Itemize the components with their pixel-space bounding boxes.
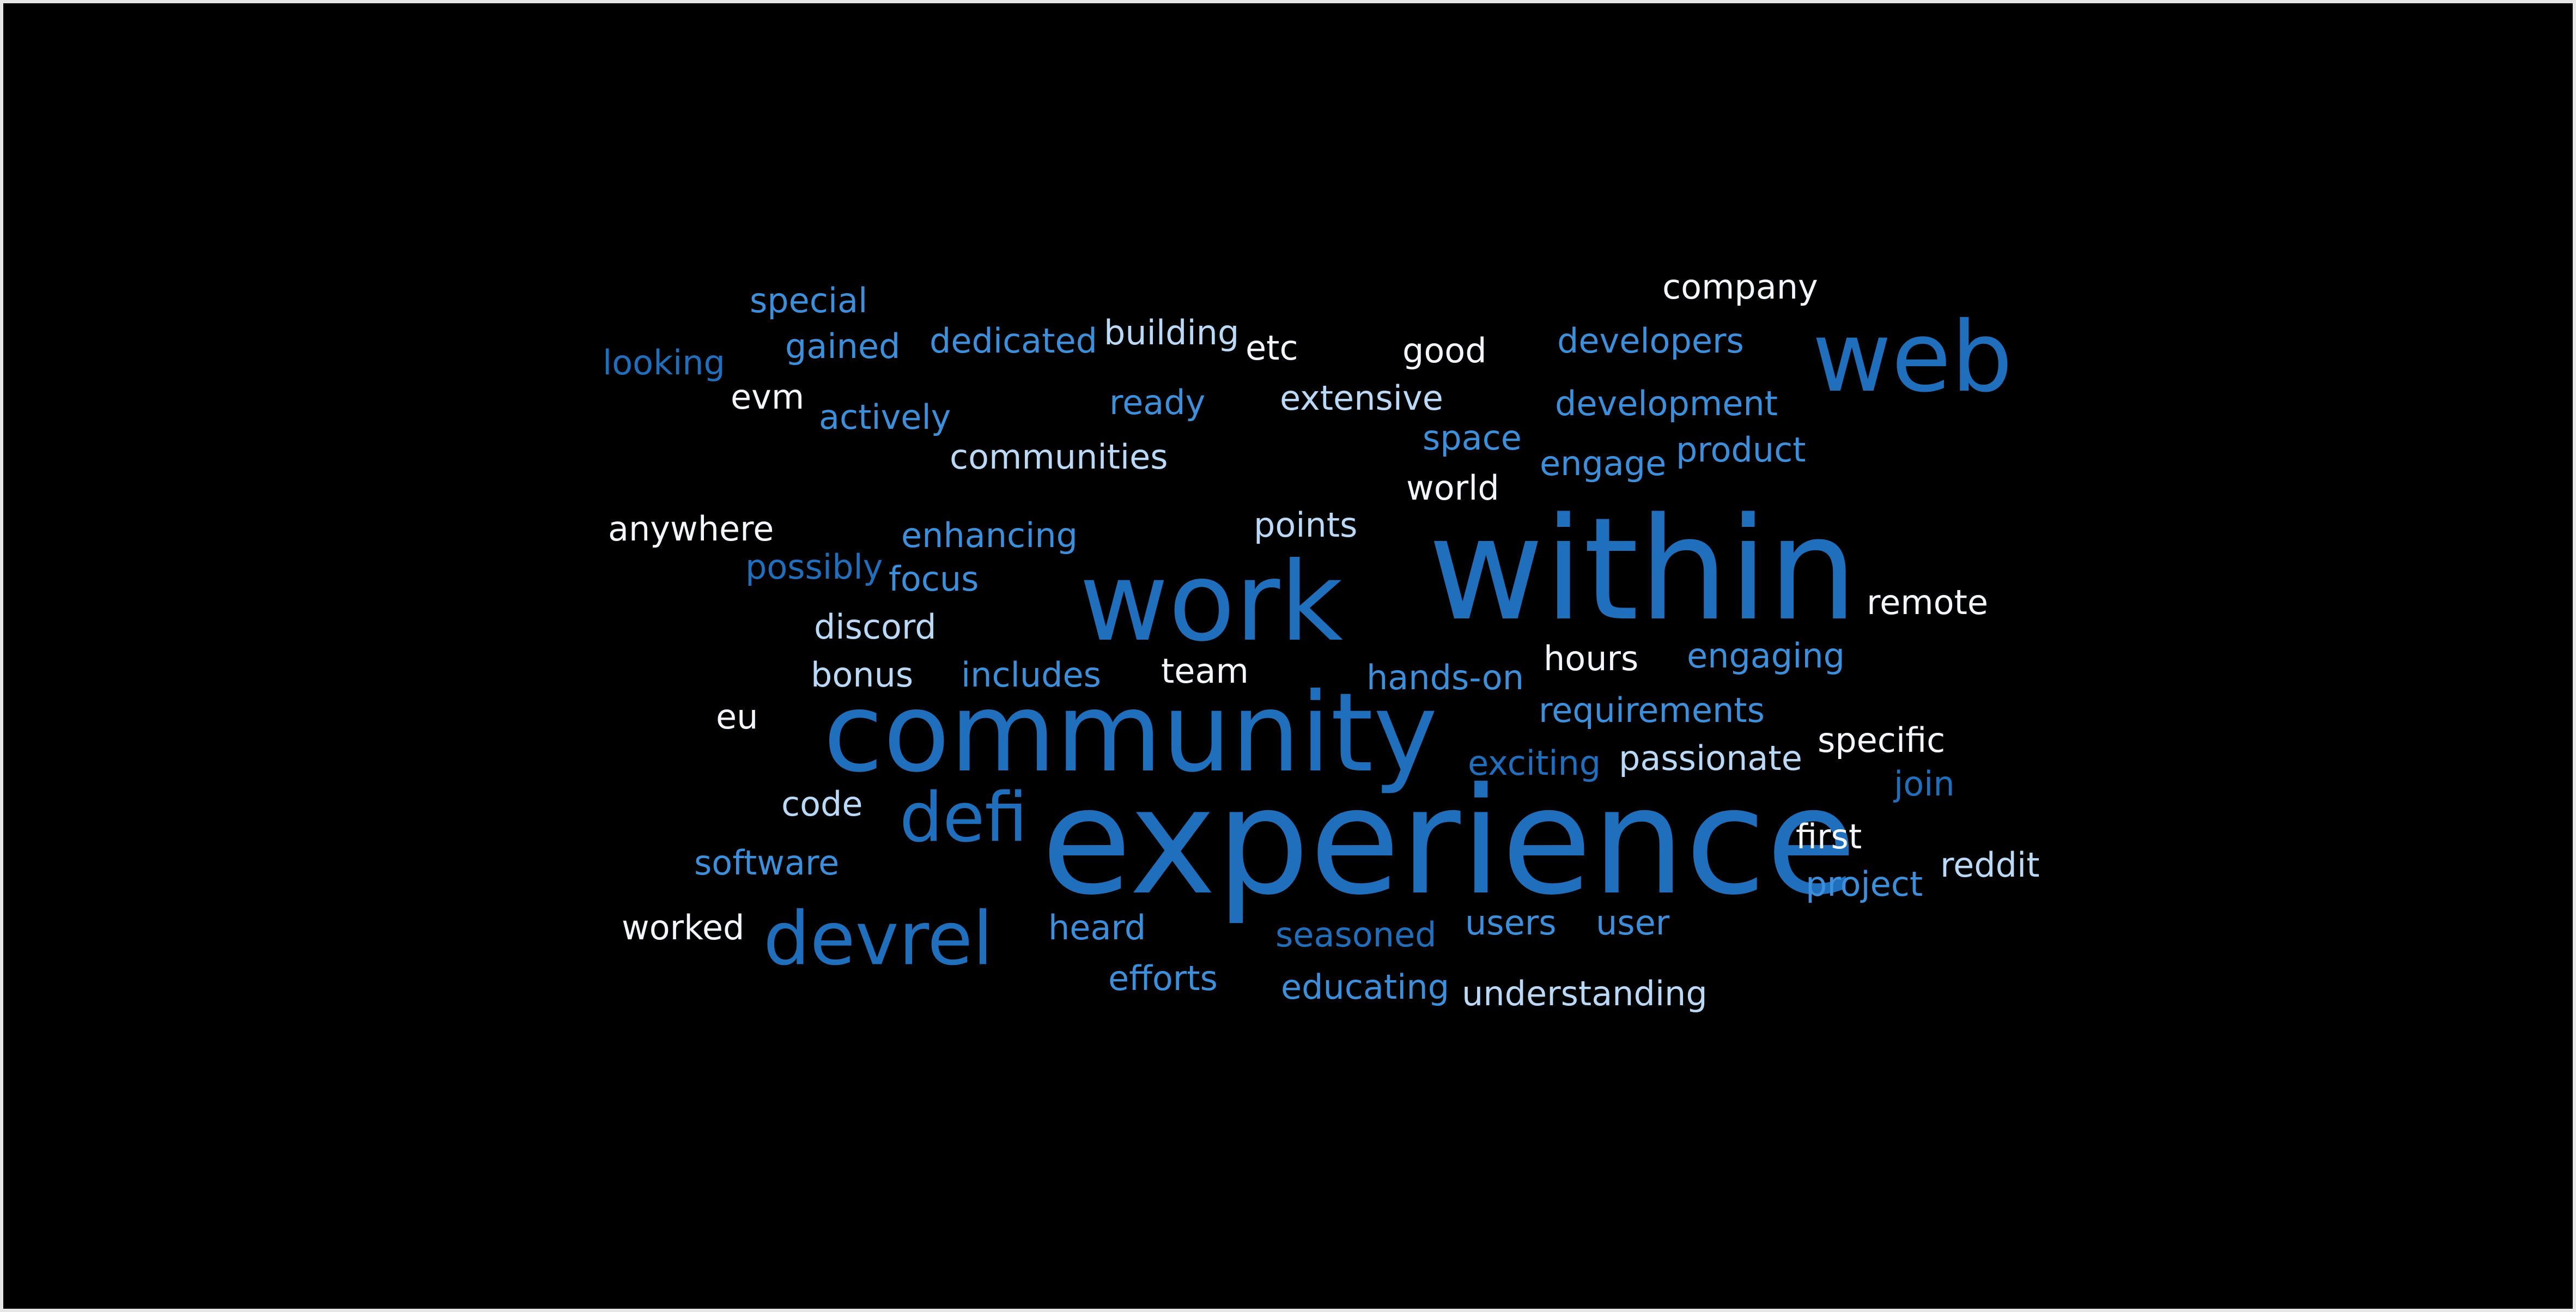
word-special: special	[750, 281, 868, 320]
word-enhancing: enhancing	[901, 515, 1078, 555]
word-hours: hours	[1544, 639, 1639, 678]
word-possibly: possibly	[745, 547, 883, 587]
word-code: code	[781, 784, 863, 824]
word-discord: discord	[814, 607, 937, 647]
word-project: project	[1806, 864, 1923, 904]
word-web: web	[1812, 301, 2013, 414]
word-ready: ready	[1109, 382, 1206, 422]
word-within: within	[1428, 488, 1858, 652]
word-heard: heard	[1048, 908, 1146, 947]
word-points: points	[1254, 505, 1358, 545]
word-actively: actively	[819, 397, 951, 437]
word-defi: defi	[900, 778, 1028, 858]
word-community: community	[823, 670, 1438, 797]
word-eu: eu	[716, 697, 758, 737]
word-focus: focus	[889, 559, 979, 599]
word-software: software	[694, 843, 840, 883]
word-hands-on: hands-on	[1366, 658, 1524, 697]
word-space: space	[1423, 418, 1522, 458]
word-first: first	[1796, 817, 1862, 857]
word-worked: worked	[622, 908, 745, 947]
word-bonus: bonus	[811, 655, 914, 695]
word-includes: includes	[961, 655, 1101, 695]
word-seasoned: seasoned	[1275, 915, 1437, 955]
word-good: good	[1402, 331, 1487, 370]
word-product: product	[1676, 430, 1806, 470]
word-evm: evm	[731, 377, 805, 417]
word-company: company	[1662, 267, 1818, 307]
word-development: development	[1555, 384, 1778, 423]
word-devrel: devrel	[763, 896, 993, 982]
word-communities: communities	[950, 437, 1168, 477]
word-work: work	[1079, 539, 1343, 666]
word-building: building	[1104, 313, 1240, 353]
word-understanding: understanding	[1462, 974, 1708, 1013]
word-join: join	[1894, 764, 1955, 804]
word-etc: etc	[1246, 328, 1298, 368]
word-remote: remote	[1867, 582, 1989, 622]
word-user: user	[1596, 903, 1670, 943]
word-world: world	[1406, 468, 1499, 508]
word-exciting: exciting	[1468, 743, 1601, 783]
word-dedicated: dedicated	[929, 321, 1097, 361]
word-educating: educating	[1281, 967, 1450, 1007]
word-engage: engage	[1540, 444, 1667, 483]
word-experience: experience	[1041, 756, 1857, 927]
word-reddit: reddit	[1940, 845, 2040, 885]
word-users: users	[1465, 903, 1557, 943]
word-engaging: engaging	[1687, 636, 1845, 676]
word-passionate: passionate	[1619, 738, 1802, 778]
word-requirements: requirements	[1539, 690, 1765, 730]
word-developers: developers	[1557, 321, 1744, 361]
word-specific: specific	[1818, 720, 1946, 760]
word-gained: gained	[785, 326, 901, 366]
word-team: team	[1161, 651, 1249, 691]
word-efforts: efforts	[1108, 958, 1218, 998]
word-looking: looking	[603, 343, 725, 382]
word-anywhere: anywhere	[608, 509, 774, 549]
word-extensive: extensive	[1280, 378, 1443, 418]
